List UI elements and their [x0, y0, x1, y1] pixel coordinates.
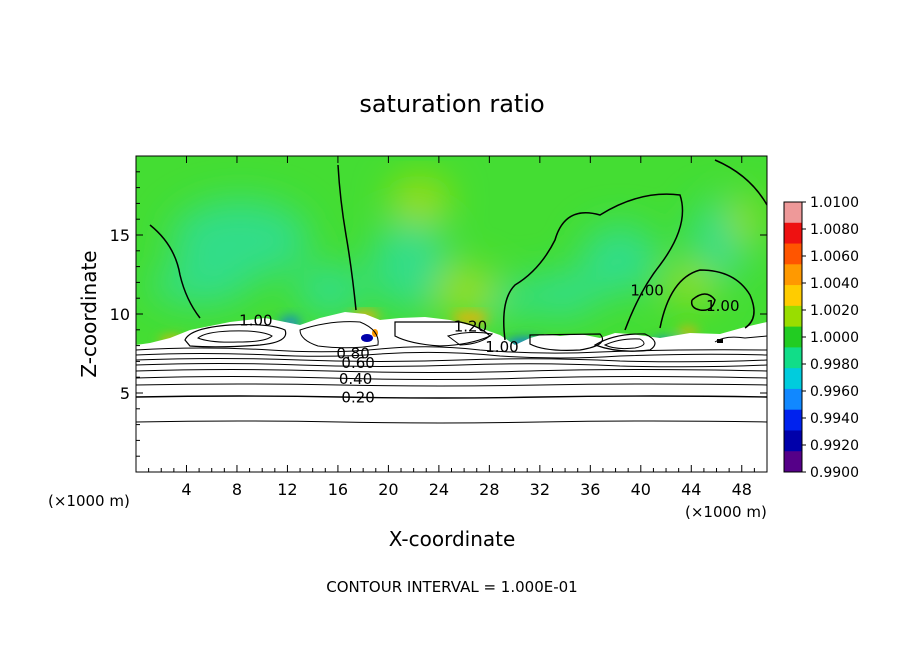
contour-line — [529, 333, 604, 351]
cloud-core-blob — [361, 334, 373, 342]
dry-patch — [730, 195, 760, 245]
contour-line — [136, 376, 767, 380]
contour-line — [299, 321, 379, 349]
colorbar-label: 1.0000 — [810, 330, 859, 346]
cloud-region — [136, 312, 767, 472]
contour-label: 0.40 — [339, 370, 372, 388]
contour-line — [337, 164, 357, 311]
colorbar-label: 1.0080 — [810, 222, 859, 238]
contour-label: 0.60 — [341, 354, 374, 372]
contour-line — [446, 331, 494, 346]
colorbar-segment — [784, 430, 802, 452]
moist-patch — [370, 220, 450, 310]
x-tick-label: 36 — [580, 480, 600, 499]
field-texture — [150, 175, 760, 318]
contour-line — [659, 269, 755, 329]
dry-patch — [665, 265, 715, 305]
contour-label: 0.80 — [336, 345, 369, 363]
contour-interval-note: CONTOUR INTERVAL = 1.000E-01 — [326, 578, 577, 596]
colorbar-label: 0.9980 — [810, 357, 859, 373]
contour-line — [503, 193, 684, 341]
moist-patch — [580, 225, 660, 295]
contour-label: 1.00 — [630, 281, 663, 299]
contour-fragment — [717, 339, 723, 343]
x-tick-label: 8 — [232, 480, 242, 499]
contour-label: 1.20 — [454, 318, 487, 336]
x-tick-label: 12 — [277, 480, 297, 499]
colorbar-label: 1.0020 — [810, 303, 859, 319]
colorbar-label: 1.0100 — [810, 195, 859, 211]
colorbar-segment — [784, 347, 802, 369]
warm-patch — [452, 313, 488, 323]
contour-label: 0.20 — [341, 389, 374, 407]
contour-line — [394, 321, 492, 347]
x-tick-label: 32 — [530, 480, 550, 499]
chart-title: saturation ratio — [359, 90, 544, 118]
contour-line — [593, 333, 656, 352]
x-axis-label: X-coordinate — [389, 527, 516, 551]
colorbar-segment — [784, 243, 802, 265]
contour-line — [136, 383, 767, 387]
contour-line — [136, 358, 767, 363]
contour-label: 1.00 — [239, 311, 272, 329]
moist-patch — [520, 273, 600, 317]
contour-labels: 1.00 1.20 1.00 1.00 1.00 0.800.600.400.20 — [239, 281, 739, 406]
x-tick-label: 16 — [328, 480, 348, 499]
y-axis-ticks: 5 10 15 — [110, 171, 767, 457]
colorbar-segment — [784, 305, 802, 328]
colorbar-label: 0.9960 — [810, 384, 859, 400]
y-tick-label: 15 — [110, 226, 130, 245]
y-axis-unit: (×1000 m) — [48, 492, 130, 510]
colorbar-segment — [784, 409, 802, 431]
moist-patch — [150, 265, 250, 305]
contour-line — [690, 293, 716, 312]
contour-line — [136, 351, 767, 359]
colorbar-segment — [784, 202, 802, 224]
contour-line — [136, 420, 767, 424]
contour-line — [197, 330, 273, 343]
colorbar-segment — [784, 285, 802, 307]
colorbar-label: 0.9920 — [810, 438, 859, 454]
dry-patch — [390, 175, 450, 225]
contour-label: 1.00 — [706, 297, 739, 315]
colorbar-segment — [784, 388, 802, 411]
contour-line — [603, 338, 645, 350]
colorbar-label: 1.0040 — [810, 276, 859, 292]
x-tick-label: 4 — [181, 480, 191, 499]
contour-line — [149, 224, 201, 319]
x-axis-ticks: 4 8 12 16 20 24 28 32 36 40 44 48 — [148, 156, 755, 499]
contour-label: 1.00 — [485, 338, 518, 356]
y-tick-label: 5 — [120, 384, 130, 403]
x-tick-label: 24 — [429, 480, 449, 499]
dry-patch — [435, 265, 495, 315]
x-tick-label: 44 — [681, 480, 701, 499]
colorbar-segment — [784, 326, 802, 348]
plot-field — [136, 156, 767, 472]
x-tick-label: 20 — [378, 480, 398, 499]
colorbar-segment — [784, 451, 802, 473]
contour-line — [184, 323, 287, 348]
colorbar-segment — [784, 368, 802, 390]
moist-patch — [295, 265, 365, 315]
y-tick-label: 10 — [110, 305, 130, 324]
y-axis-label: Z-coordinate — [77, 250, 101, 377]
x-tick-label: 28 — [479, 480, 499, 499]
colorbar: 1.0100 1.0080 1.0060 1.0040 1.0020 1.0000 0.99… — [783, 195, 859, 481]
colorbar-label: 1.0060 — [810, 249, 859, 265]
colorbar-label: 0.9900 — [810, 465, 859, 481]
contour-line — [714, 159, 767, 206]
x-axis-unit: (×1000 m) — [685, 503, 767, 521]
colorbar-segment — [784, 222, 802, 245]
contour-line — [136, 395, 767, 399]
contour-line — [136, 346, 767, 354]
colorbar-segment — [784, 264, 802, 286]
contour-line — [136, 369, 767, 373]
x-tick-label: 40 — [631, 480, 651, 499]
contour-line — [136, 363, 767, 368]
x-tick-label: 48 — [732, 480, 752, 499]
moist-patch — [170, 200, 310, 280]
colorbar-label: 0.9940 — [810, 411, 859, 427]
